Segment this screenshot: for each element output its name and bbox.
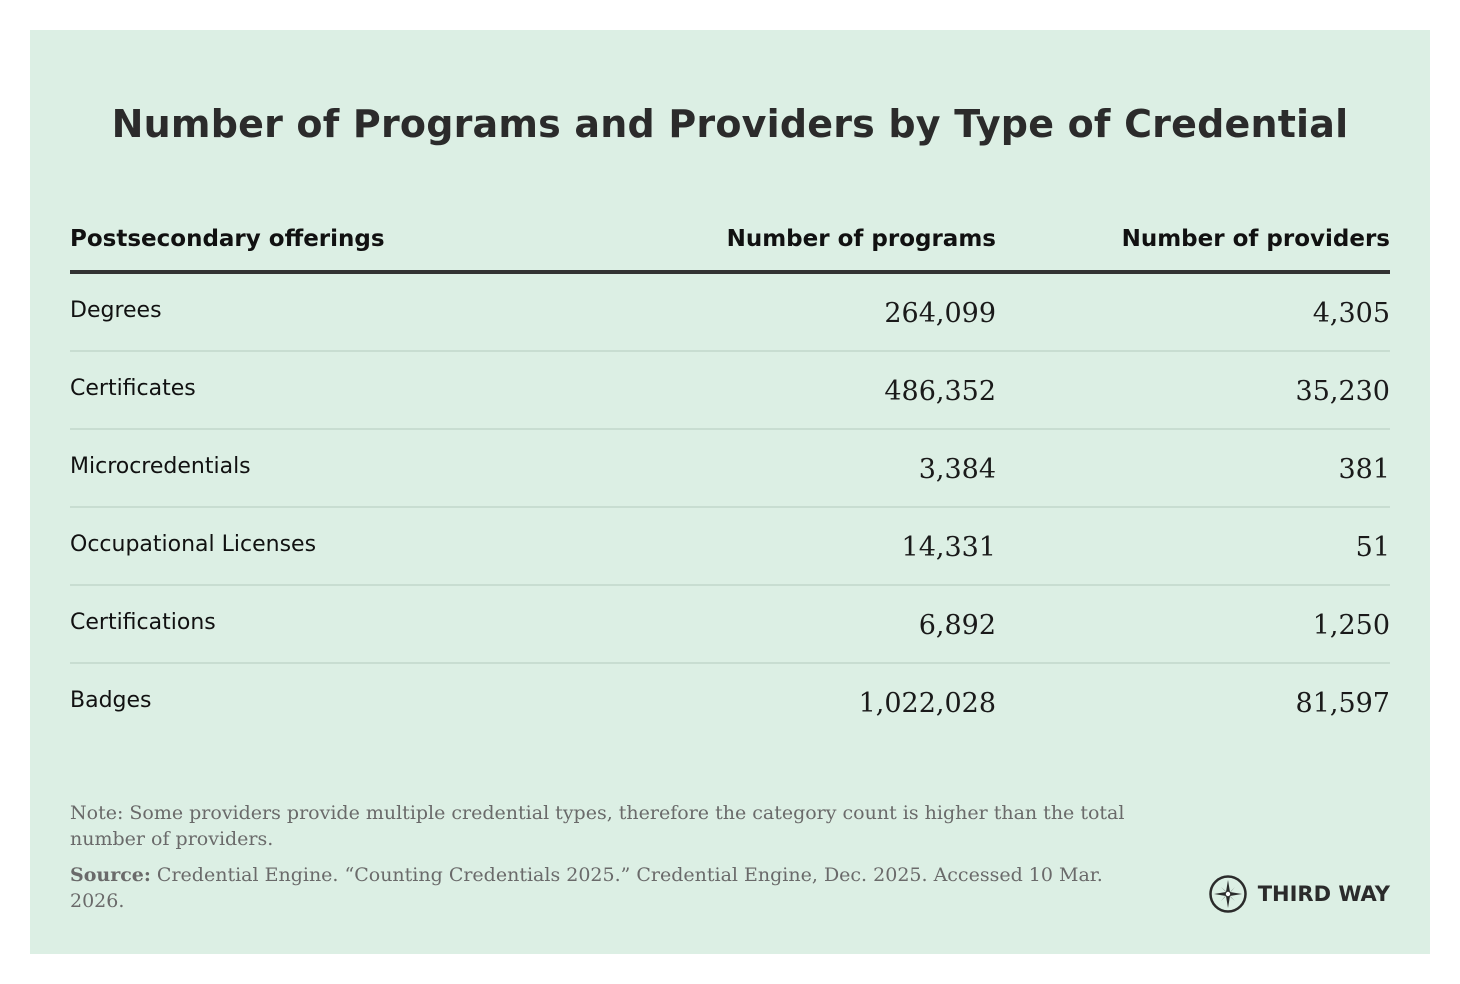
chart-card: Number of Programs and Providers by Type… — [30, 30, 1430, 954]
logo-text: THIRD WAY — [1257, 882, 1390, 906]
table-header: Postsecondary offerings Number of progra… — [70, 220, 1390, 274]
table-row: Occupational Licenses 14,331 51 — [70, 508, 1390, 586]
providers-value: 81,597 — [1295, 688, 1390, 719]
table-row: Microcredentials 3,384 381 — [70, 430, 1390, 508]
providers-value: 4,305 — [1312, 298, 1390, 329]
programs-value: 14,331 — [901, 532, 996, 563]
source-label: Source: — [70, 864, 151, 886]
third-way-logo: THIRD WAY — [1208, 874, 1390, 914]
table-row: Degrees 264,099 4,305 — [70, 274, 1390, 352]
programs-value: 1,022,028 — [858, 688, 996, 719]
programs-value: 264,099 — [884, 298, 996, 329]
row-label: Microcredentials — [70, 454, 251, 479]
chart-title: Number of Programs and Providers by Type… — [111, 102, 1349, 146]
source-citation: Source: Credential Engine. “Counting Cre… — [70, 862, 1150, 914]
row-label: Badges — [70, 688, 152, 713]
table-row: Certifications 6,892 1,250 — [70, 586, 1390, 664]
footnote: Note: Some providers provide multiple cr… — [70, 802, 1125, 850]
source-text: Credential Engine. “Counting Credentials… — [70, 864, 1103, 912]
programs-value: 486,352 — [884, 376, 996, 407]
providers-value: 51 — [1355, 532, 1390, 563]
compass-star-icon — [1208, 875, 1247, 913]
row-label: Degrees — [70, 298, 162, 323]
providers-value: 1,250 — [1312, 610, 1390, 641]
column-header-providers: Number of providers — [1121, 226, 1390, 252]
programs-value: 3,384 — [918, 454, 996, 485]
column-header-programs: Number of programs — [726, 226, 996, 252]
row-label: Certifications — [70, 610, 216, 635]
providers-value: 35,230 — [1295, 376, 1390, 407]
providers-value: 381 — [1338, 454, 1390, 485]
row-label: Certificates — [70, 376, 196, 401]
table-row: Certificates 486,352 35,230 — [70, 352, 1390, 430]
row-label: Occupational Licenses — [70, 532, 317, 557]
column-header-offerings: Postsecondary offerings — [70, 226, 385, 252]
credential-table: Postsecondary offerings Number of progra… — [70, 220, 1390, 740]
table-row: Badges 1,022,028 81,597 — [70, 664, 1390, 740]
programs-value: 6,892 — [918, 610, 996, 641]
